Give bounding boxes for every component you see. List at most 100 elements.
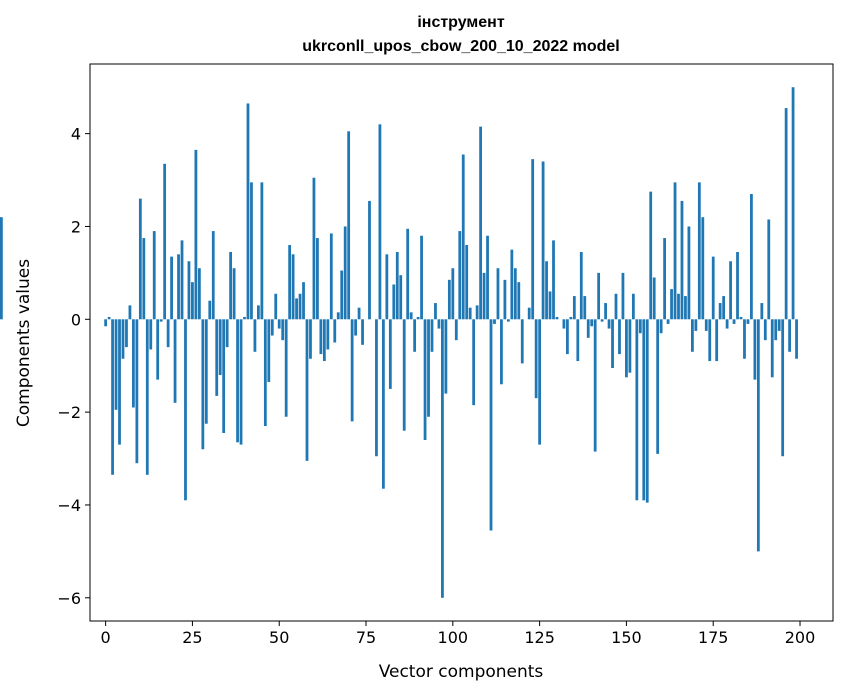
bar — [215, 319, 219, 396]
bar — [187, 261, 191, 320]
bar — [763, 319, 767, 341]
bar — [343, 226, 347, 320]
bar — [555, 316, 559, 320]
bar — [767, 219, 771, 320]
bar — [170, 256, 173, 320]
y-tick-label: 4 — [71, 125, 81, 144]
bar — [114, 319, 118, 410]
bar — [125, 319, 128, 348]
bar-series — [0, 87, 798, 598]
bar — [493, 319, 496, 324]
bar — [753, 319, 757, 380]
bar — [447, 279, 451, 320]
bar — [756, 319, 760, 552]
bar — [739, 316, 743, 320]
bar — [659, 319, 663, 334]
plot-frame — [89, 63, 834, 622]
bar — [118, 319, 121, 445]
bar — [381, 319, 385, 489]
bar — [434, 303, 437, 320]
bar — [354, 319, 357, 336]
bar — [222, 319, 226, 434]
bar — [506, 319, 510, 322]
bar — [295, 298, 298, 320]
bar — [486, 235, 489, 320]
bar — [388, 319, 392, 389]
bar — [579, 251, 583, 320]
bar — [191, 282, 194, 320]
bar — [423, 319, 427, 440]
bar — [697, 182, 701, 320]
bar — [635, 319, 639, 501]
bar — [204, 319, 208, 424]
y-tick-label: 2 — [71, 217, 81, 236]
bar — [590, 319, 594, 327]
bar — [687, 226, 691, 320]
x-tick-label: 125 — [524, 628, 555, 647]
bar — [545, 261, 548, 320]
bar — [569, 316, 573, 320]
bar — [138, 198, 142, 320]
bar — [663, 238, 666, 320]
bar — [566, 319, 569, 355]
bar — [656, 319, 660, 454]
bar — [430, 319, 434, 352]
bar — [677, 293, 680, 320]
bar — [298, 293, 302, 320]
x-tick-label: 175 — [698, 628, 729, 647]
bar — [680, 200, 684, 320]
bar — [0, 217, 3, 320]
bar — [527, 307, 531, 320]
bar — [427, 319, 430, 417]
bar — [618, 319, 621, 355]
bar — [475, 305, 479, 320]
bar — [243, 316, 246, 320]
bar — [319, 319, 323, 355]
bar — [472, 319, 476, 406]
bar — [496, 268, 500, 320]
bar — [770, 319, 774, 378]
bar — [368, 200, 371, 320]
bar — [392, 284, 396, 320]
bar — [513, 268, 517, 320]
bar — [441, 319, 444, 598]
bar — [329, 233, 333, 320]
bar — [166, 319, 170, 348]
bar — [517, 282, 521, 320]
bar — [503, 279, 507, 320]
bar — [236, 319, 239, 443]
chart-title: інструмент — [417, 14, 504, 31]
bar — [322, 319, 326, 362]
bar — [701, 217, 705, 320]
x-tick-label: 100 — [438, 628, 469, 647]
bar — [718, 303, 722, 320]
bar — [468, 307, 472, 320]
bar — [684, 296, 687, 320]
x-tick-label: 25 — [182, 628, 202, 647]
bar — [347, 131, 351, 320]
bar — [201, 319, 205, 450]
bar — [729, 261, 732, 320]
x-tick-label: 75 — [356, 628, 376, 647]
bar — [534, 319, 538, 399]
bar — [277, 319, 281, 329]
bar — [184, 319, 187, 501]
bar — [305, 319, 309, 461]
bar — [576, 319, 580, 362]
bar — [777, 319, 781, 331]
bar — [642, 319, 646, 501]
bar — [732, 319, 736, 324]
bar — [461, 154, 465, 320]
bar — [402, 319, 406, 431]
x-axis-label: Vector components — [379, 662, 544, 682]
x-tick-label: 150 — [611, 628, 642, 647]
y-tick-label: 0 — [71, 310, 81, 329]
x-axis-ticks: 0 25 50 75 100 125 150 175 200 — [101, 621, 815, 647]
bar — [107, 316, 111, 320]
bar — [750, 193, 753, 320]
bar — [666, 319, 670, 324]
bar — [128, 305, 132, 320]
bar — [309, 319, 312, 359]
bar — [218, 319, 222, 375]
